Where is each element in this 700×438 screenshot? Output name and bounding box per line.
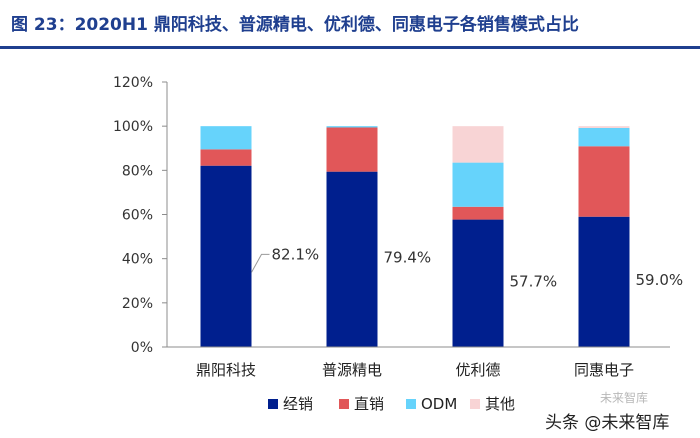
figure-title: 图 23：2020H1 鼎阳科技、普源精电、优利德、同惠电子各销售模式占比 (11, 15, 579, 35)
bar-segment (200, 165, 252, 347)
x-axis: 鼎阳科技 普源精电 优利德 同惠电子 (167, 346, 670, 379)
bars-group (200, 126, 630, 347)
x-tick-label: 同惠电子 (574, 361, 634, 379)
bar-segment (452, 206, 504, 220)
y-tick-label: 0% (131, 340, 153, 356)
y-tick-label: 20% (122, 296, 153, 312)
y-tick-label: 40% (122, 252, 153, 268)
legend-swatch (268, 399, 278, 409)
bar-segment (326, 126, 378, 128)
bar-segment (452, 219, 504, 347)
watermark-logo: 未来智库 (600, 391, 649, 405)
legend-swatch (470, 399, 480, 409)
legend-swatch (406, 399, 416, 409)
x-tick-label: 优利德 (455, 361, 500, 379)
y-tick-label: 80% (122, 163, 153, 179)
x-tick-label: 鼎阳科技 (196, 361, 256, 379)
bar-segment (578, 216, 630, 347)
legend-swatch (339, 399, 349, 409)
bar-segment (452, 126, 504, 163)
legend-label: ODM (421, 395, 457, 413)
legend-label: 直销 (354, 395, 384, 413)
y-tick-label: 100% (113, 119, 153, 135)
bar-segment (200, 149, 252, 166)
data-label: 82.1% (272, 245, 320, 263)
y-tick-label: 60% (122, 208, 153, 224)
bar-segment (578, 127, 630, 147)
data-labels-group: 82.1% 79.4% 57.7% 59.0% (251, 245, 684, 290)
y-axis: 0% 20% 40% 60% 80% 100% 120% (113, 75, 168, 356)
bar-segment (578, 126, 630, 128)
data-label: 79.4% (384, 248, 432, 266)
legend-label: 经销 (283, 395, 313, 413)
x-tick-label: 普源精电 (322, 361, 382, 379)
legend-label: 其他 (485, 395, 515, 413)
title-underline (0, 46, 700, 49)
leader-line (251, 253, 270, 273)
data-label: 59.0% (636, 271, 684, 289)
bar-segment (452, 162, 504, 207)
data-label: 57.7% (510, 272, 558, 290)
legend: 经销 直销 ODM 其他 (268, 395, 515, 413)
y-tick-label: 120% (113, 75, 153, 91)
bar-segment (200, 126, 252, 150)
bar-segment (578, 146, 630, 217)
bar-segment (326, 171, 378, 347)
stacked-bar-chart: 0% 20% 40% 60% 80% 100% 120% 82.1% 79.4% 57.7% 59… (113, 75, 684, 413)
bar-segment (326, 127, 378, 172)
watermark-text: 头条 @未来智库 (545, 413, 670, 433)
